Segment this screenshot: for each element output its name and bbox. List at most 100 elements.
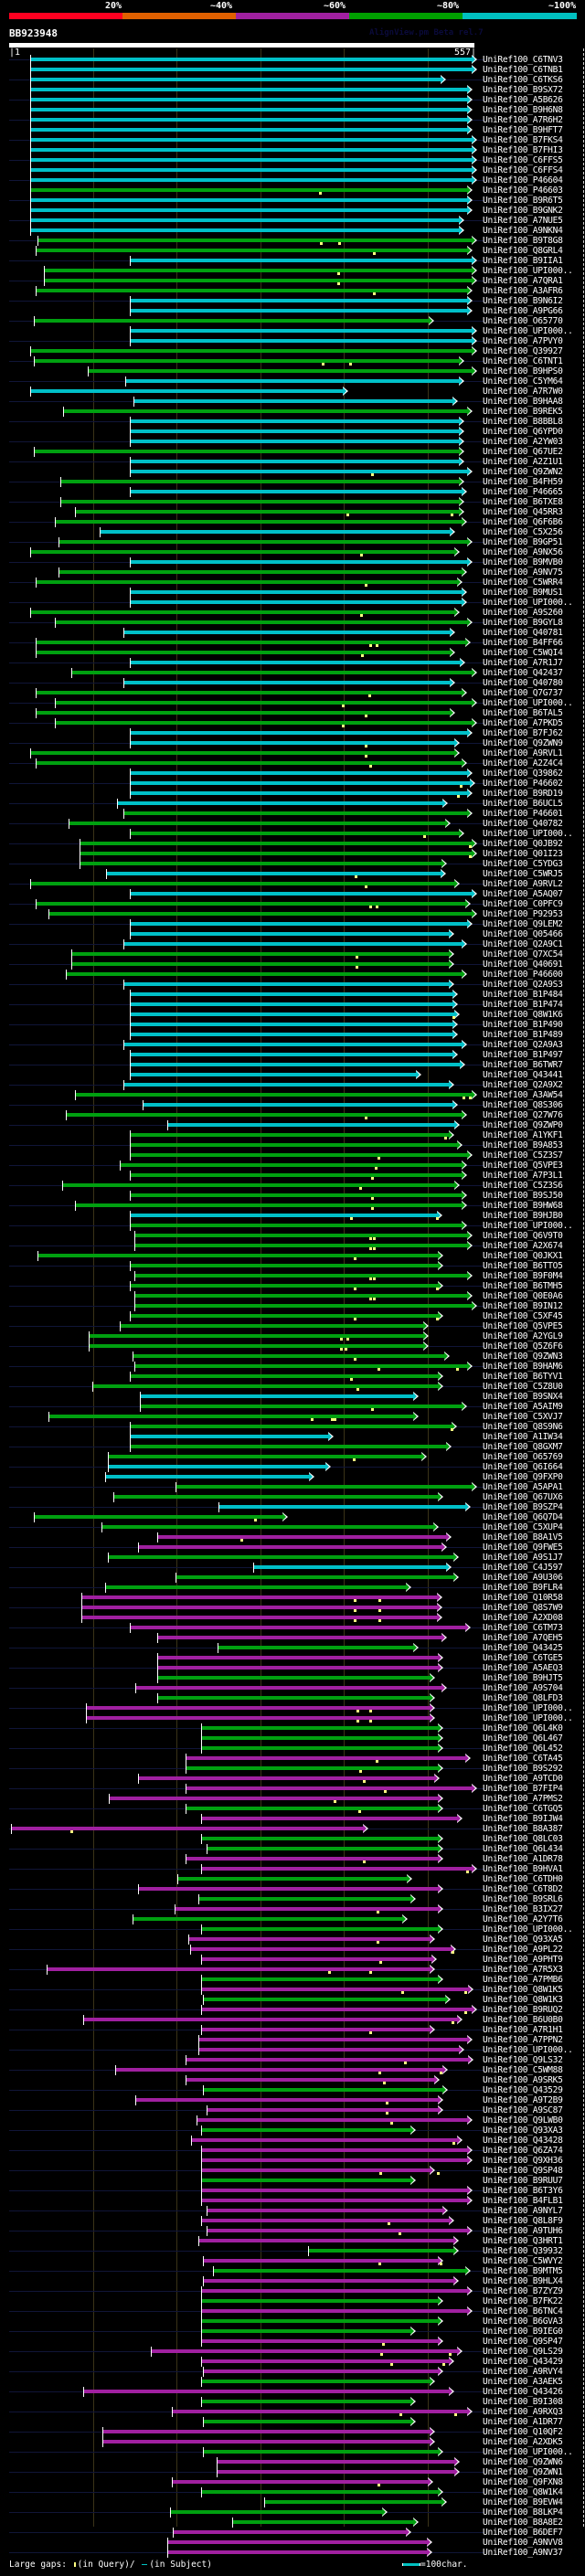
hit-label[interactable]: UniRef100_A7PKD5 (483, 718, 563, 728)
hit-label[interactable]: UniRef100_P46600 (483, 970, 563, 980)
hit-label[interactable]: UniRef100_A2Y7T6 (483, 1914, 563, 1924)
hit-row[interactable]: UniRef100_B6UCL5 (0, 799, 585, 809)
alignment-bar[interactable] (129, 1143, 459, 1147)
hit-label[interactable]: UniRef100_A2Z1U1 (483, 457, 563, 467)
alignment-bar[interactable] (187, 1937, 431, 1941)
hit-label[interactable]: UniRef100_C5Z3S6 (483, 1181, 563, 1191)
hit-row[interactable]: UniRef100_Q9FXP0 (0, 1472, 585, 1482)
hit-row[interactable]: UniRef100_C6TA45 (0, 1754, 585, 1764)
alignment-bar[interactable] (129, 1284, 440, 1288)
hit-row[interactable]: UniRef100_C6TGE5 (0, 1653, 585, 1663)
hit-label[interactable]: UniRef100_Q6L434 (483, 1844, 563, 1854)
hit-label[interactable]: UniRef100_B6DEF7 (483, 2528, 563, 2538)
hit-label[interactable]: UniRef100_Q6Q7D4 (483, 1512, 563, 1522)
hit-label[interactable]: UniRef100_C5YDG3 (483, 859, 563, 869)
hit-label[interactable]: UniRef100_A9SRK5 (483, 2075, 563, 2085)
hit-row[interactable]: UniRef100_Q6I664 (0, 1462, 585, 1472)
alignment-bar[interactable] (176, 1575, 454, 1579)
hit-row[interactable]: UniRef100_B9N6I2 (0, 296, 585, 306)
hit-row[interactable]: UniRef100_B9EVW4 (0, 2497, 585, 2507)
hit-row[interactable]: UniRef100_C5WQI4 (0, 648, 585, 658)
alignment-bar[interactable] (197, 1897, 412, 1901)
alignment-bar[interactable] (129, 309, 468, 313)
hit-row[interactable]: UniRef100_Q6Q7D4 (0, 1512, 585, 1522)
hit-label[interactable]: UniRef100_A2YW03 (483, 437, 563, 447)
hit-label[interactable]: UniRef100_B8A8E2 (483, 2518, 563, 2528)
hit-label[interactable]: UniRef100_C5Z3S7 (483, 1150, 563, 1161)
hit-label[interactable]: UniRef100_Q6V9T0 (483, 1231, 563, 1241)
alignment-bar[interactable] (129, 1314, 440, 1318)
hit-label[interactable]: UniRef100_A9TCD0 (483, 1774, 563, 1784)
hit-label[interactable]: UniRef100_B9HVA1 (483, 1864, 563, 1874)
hit-row[interactable]: UniRef100_A9PG66 (0, 306, 585, 316)
hit-row[interactable]: UniRef100_A7PKD5 (0, 718, 585, 728)
hit-label[interactable]: UniRef100_UPI000.. (483, 1924, 573, 1935)
hit-label[interactable]: UniRef100_C0PFC9 (483, 899, 563, 909)
alignment-bar[interactable] (91, 1384, 440, 1388)
hit-label[interactable]: UniRef100_A9S1J7 (483, 1553, 563, 1563)
hit-label[interactable]: UniRef100_Q67UE2 (483, 447, 563, 457)
hit-row[interactable]: UniRef100_UPI000.. (0, 1924, 585, 1935)
alignment-bar[interactable] (134, 1294, 468, 1298)
hit-label[interactable]: UniRef100_A7PPN2 (483, 2035, 563, 2045)
hit-row[interactable]: UniRef100_B7FK22 (0, 2296, 585, 2306)
hit-row[interactable]: UniRef100_Q8W1K3 (0, 1995, 585, 2005)
alignment-bar[interactable] (200, 2309, 468, 2313)
hit-row[interactable]: UniRef100_P46602 (0, 779, 585, 789)
hit-row[interactable]: UniRef100_C5WM88 (0, 2065, 585, 2075)
hit-row[interactable]: UniRef100_C5YM64 (0, 376, 585, 387)
hit-label[interactable]: UniRef100_Q40782 (483, 819, 563, 829)
alignment-bar[interactable] (29, 610, 455, 614)
hit-label[interactable]: UniRef100_P46604 (483, 175, 563, 186)
alignment-bar[interactable] (207, 2229, 468, 2232)
alignment-bar[interactable] (137, 1887, 440, 1891)
hit-row[interactable]: UniRef100_A7PMS2 (0, 1794, 585, 1804)
hit-label[interactable]: UniRef100_C6TNT1 (483, 356, 563, 366)
alignment-bar[interactable] (200, 1977, 440, 1981)
hit-row[interactable]: UniRef100_A1DR77 (0, 2417, 585, 2427)
hit-label[interactable]: UniRef100_A3AEK5 (483, 2377, 563, 2387)
alignment-bar[interactable] (139, 1394, 414, 1398)
hit-row[interactable]: UniRef100_Q8W1K5 (0, 1985, 585, 1995)
hit-label[interactable]: UniRef100_B7FIP4 (483, 1784, 563, 1794)
hit-label[interactable]: UniRef100_Q6F6B6 (483, 517, 563, 527)
hit-label[interactable]: UniRef100_B6TAL5 (483, 708, 563, 718)
hit-label[interactable]: UniRef100_B9HW68 (483, 1201, 563, 1211)
alignment-bar[interactable] (129, 560, 468, 564)
alignment-bar[interactable] (203, 2259, 440, 2263)
hit-row[interactable]: UniRef100_Q9LS32 (0, 2055, 585, 2065)
alignment-bar[interactable] (213, 2269, 466, 2273)
hit-row[interactable]: UniRef100_B9RUQ2 (0, 2005, 585, 2015)
hit-label[interactable]: UniRef100_Q10QF2 (483, 2427, 563, 2437)
hit-label[interactable]: UniRef100_A2YGL9 (483, 1331, 563, 1341)
alignment-bar[interactable] (29, 128, 468, 132)
hit-label[interactable]: UniRef100_UPI000.. (483, 1703, 573, 1713)
hit-label[interactable]: UniRef100_B6TNC4 (483, 2306, 563, 2316)
hit-label[interactable]: UniRef100_Q43425 (483, 1643, 563, 1653)
hit-label[interactable]: UniRef100_C6TA45 (483, 1754, 563, 1764)
hit-row[interactable]: UniRef100_Q67UX6 (0, 1492, 585, 1502)
hit-label[interactable]: UniRef100_A9NVV8 (483, 2538, 563, 2548)
hit-label[interactable]: UniRef100_Q8W1K6 (483, 1010, 563, 1020)
hit-row[interactable]: UniRef100_B9MTM5 (0, 2266, 585, 2276)
hit-row[interactable]: UniRef100_O65769 (0, 1452, 585, 1462)
hit-label[interactable]: UniRef100_B6TMH5 (483, 1281, 563, 1291)
alignment-bar[interactable] (137, 1776, 435, 1780)
hit-label[interactable]: UniRef100_Q01I23 (483, 849, 563, 859)
hit-row[interactable]: UniRef100_Q43429 (0, 2357, 585, 2367)
alignment-bar[interactable] (171, 2480, 430, 2484)
hit-row[interactable]: UniRef100_Q43441 (0, 1070, 585, 1080)
hit-label[interactable]: UniRef100_UPI000.. (483, 326, 573, 336)
hit-label[interactable]: UniRef100_B9F0M4 (483, 1271, 563, 1281)
hit-label[interactable]: UniRef100_B6TXE8 (483, 497, 563, 507)
alignment-bar[interactable] (119, 1163, 463, 1167)
hit-label[interactable]: UniRef100_B8A1V5 (483, 1532, 563, 1542)
hit-label[interactable]: UniRef100_UPI000.. (483, 2045, 573, 2055)
hit-row[interactable]: UniRef100_B9F0M4 (0, 1271, 585, 1281)
hit-row[interactable]: UniRef100_Q2A9A3 (0, 1040, 585, 1050)
hit-row[interactable]: UniRef100_A7R7W0 (0, 387, 585, 397)
hit-row[interactable]: UniRef100_Q2A9C1 (0, 939, 585, 949)
hit-label[interactable]: UniRef100_A3AFR6 (483, 286, 563, 296)
hit-row[interactable]: UniRef100_Q8W1K4 (0, 2487, 585, 2497)
alignment-bar[interactable] (167, 2550, 429, 2554)
